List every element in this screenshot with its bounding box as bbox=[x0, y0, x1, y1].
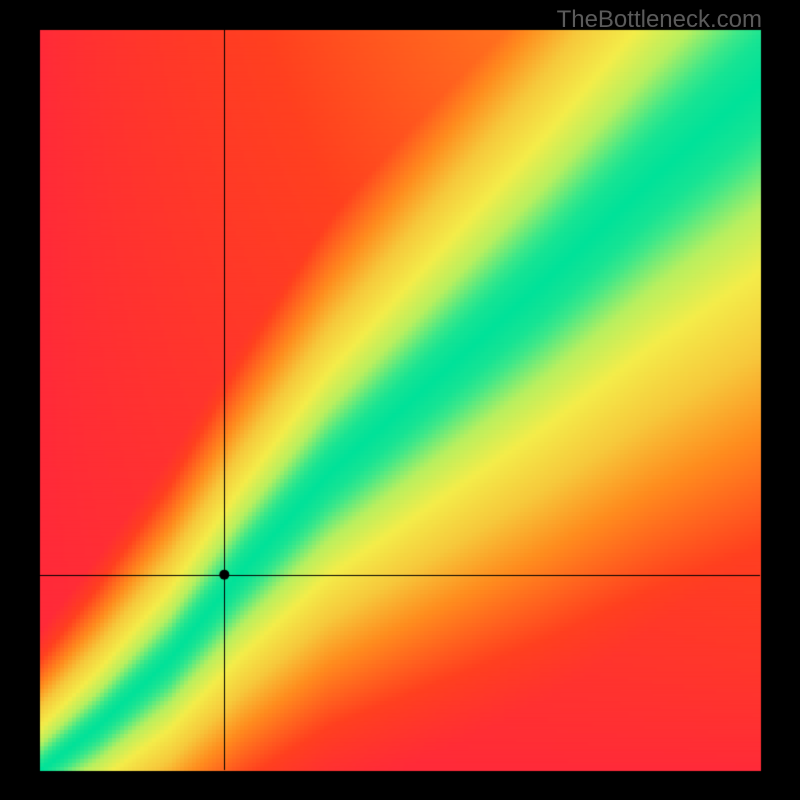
watermark-label: TheBottleneck.com bbox=[557, 6, 762, 34]
chart-root: TheBottleneck.com bbox=[0, 0, 800, 800]
bottleneck-heatmap bbox=[0, 0, 800, 800]
